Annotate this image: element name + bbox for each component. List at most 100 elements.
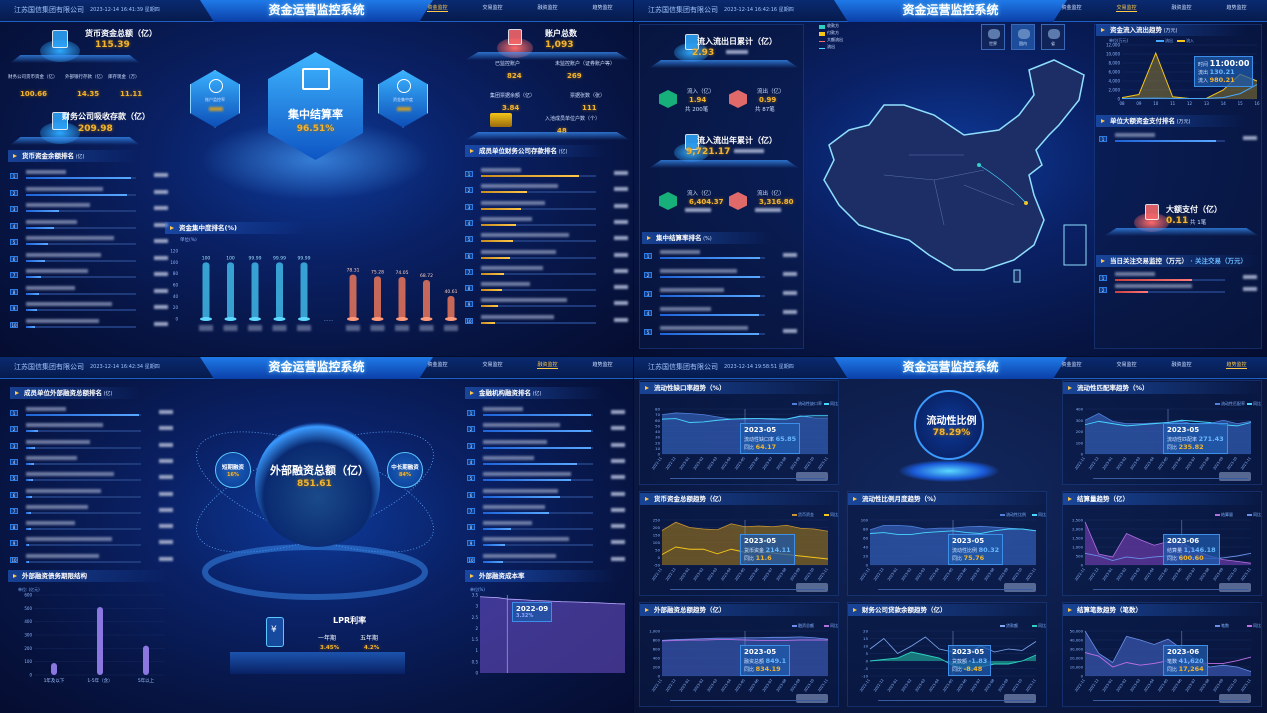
ranking-item[interactable]: 1: [10, 170, 170, 184]
rank-badge: 2: [1099, 287, 1107, 293]
ranking-item[interactable]: 9: [465, 298, 630, 312]
ranking-item[interactable]: 6: [465, 249, 630, 264]
tab-2[interactable]: 融资监控: [1171, 362, 1192, 368]
item-name-blurred: [26, 553, 99, 558]
ranking-item[interactable]: 10: [465, 314, 630, 329]
ranking-item[interactable]: 4: [644, 307, 799, 321]
ranking-item[interactable]: 1: [467, 407, 627, 421]
bar-value: 75.28: [371, 269, 384, 275]
bar-fill: [26, 325, 35, 328]
map-button-0[interactable]: 世界: [981, 24, 1005, 50]
ranking-item[interactable]: 6: [10, 252, 170, 267]
ranking-item[interactable]: 9: [10, 537, 175, 551]
ranking-item[interactable]: 6: [467, 488, 627, 503]
bar: [276, 262, 283, 319]
tab-0[interactable]: 资金监控: [1061, 362, 1082, 368]
x-tick: 2023-02: [901, 678, 913, 692]
tab-3[interactable]: 趋势监控: [1226, 5, 1247, 11]
ranking-item[interactable]: 3: [10, 439, 175, 454]
ranking-item[interactable]: 5: [10, 472, 175, 486]
ranking-item[interactable]: 10: [10, 318, 170, 333]
ranking-item[interactable]: 6: [10, 488, 175, 503]
bar-fill: [26, 446, 36, 449]
ranking-item[interactable]: 4: [10, 219, 170, 234]
item-value-blurred: [159, 524, 173, 529]
tab-3[interactable]: 趋势监控: [592, 362, 613, 368]
ranking-item[interactable]: 5: [644, 326, 799, 340]
map-button-2[interactable]: 省: [1041, 24, 1065, 50]
y-tick: 1,000: [1072, 545, 1083, 550]
ranking-item[interactable]: 8: [467, 521, 627, 535]
ranking-item[interactable]: 3: [644, 288, 799, 302]
ranking-item[interactable]: 7: [465, 265, 630, 280]
tab-0[interactable]: 资金监控: [427, 362, 448, 368]
ranking-item[interactable]: 4: [467, 455, 627, 470]
tab-1[interactable]: 交易监控: [482, 5, 503, 11]
ranking-item[interactable]: 9: [10, 302, 170, 316]
data-zoom-slider[interactable]: [1219, 694, 1251, 703]
ranking-item[interactable]: 10: [467, 553, 627, 568]
rank-badge: 3: [10, 206, 18, 212]
tooltip-value: 600.60: [1178, 554, 1204, 562]
tooltip-row: 流出 130.21: [1198, 68, 1249, 76]
ranking-item[interactable]: 4: [10, 455, 175, 470]
tab-1[interactable]: 交易监控: [1116, 5, 1137, 12]
bar: [202, 262, 210, 319]
bar: [227, 262, 234, 319]
data-zoom-slider[interactable]: [1004, 694, 1036, 703]
tooltip-row: 时间 11:00:00: [1198, 59, 1249, 68]
hex-icon: [209, 79, 223, 93]
ranking-item[interactable]: 8: [465, 282, 630, 296]
ranking-item[interactable]: 2: [10, 186, 170, 201]
y-tick: 50,000: [1070, 629, 1084, 634]
tab-1[interactable]: 交易监控: [1116, 362, 1137, 368]
ranking-item[interactable]: 4: [465, 216, 630, 231]
tab-0[interactable]: 资金监控: [427, 5, 448, 12]
ranking-item[interactable]: 2: [467, 423, 627, 437]
ranking-item[interactable]: 2: [10, 423, 175, 437]
ranking-item[interactable]: 5: [10, 236, 170, 250]
account-monitor-rate-hex: 账户监控率: [190, 70, 240, 128]
ranking-item[interactable]: 1: [1099, 272, 1259, 286]
data-zoom-slider[interactable]: [796, 583, 828, 592]
ranking-item[interactable]: 2: [1099, 284, 1259, 298]
ranking-item[interactable]: 3: [465, 200, 630, 215]
ranking-item[interactable]: 7: [10, 269, 170, 283]
data-zoom-slider[interactable]: [1004, 583, 1036, 592]
map-button-1[interactable]: 国内: [1011, 24, 1035, 50]
trend-chart-panel: 结算量趋势（亿） 结算量 同比 0 500 1,000 1,500 2,000 2,500 202…: [1062, 491, 1263, 596]
ranking-item[interactable]: 1: [10, 407, 175, 421]
data-zoom-slider[interactable]: [1219, 583, 1251, 592]
x-tick: 2023-03: [706, 567, 718, 581]
ranking-item[interactable]: 2: [465, 184, 630, 198]
ranking-item[interactable]: 10: [10, 553, 175, 568]
ranking-item[interactable]: 8: [10, 285, 170, 300]
bar-track: [26, 414, 141, 416]
ranking-item[interactable]: 7: [467, 504, 627, 519]
ranking-item[interactable]: 2: [644, 269, 799, 283]
tab-3[interactable]: 趋势监控: [1226, 362, 1247, 369]
tab-1[interactable]: 交易监控: [482, 362, 503, 368]
ranking-item[interactable]: 3: [467, 439, 627, 454]
tab-3[interactable]: 趋势监控: [592, 5, 613, 11]
data-zoom-slider[interactable]: [1219, 472, 1251, 481]
ranking-item[interactable]: 7: [10, 504, 175, 519]
tab-2[interactable]: 融资监控: [537, 5, 558, 11]
tab-0[interactable]: 资金监控: [1061, 5, 1082, 11]
legend-b: 同比: [830, 401, 838, 406]
ranking-item[interactable]: 5: [465, 233, 630, 247]
ranking-item[interactable]: 1: [644, 250, 799, 264]
tab-2[interactable]: 融资监控: [1171, 5, 1192, 11]
ranking-item[interactable]: 8: [10, 521, 175, 535]
bar-fill: [26, 309, 37, 311]
data-zoom-slider[interactable]: [796, 694, 828, 703]
ranking-item[interactable]: 5: [467, 472, 627, 486]
ranking-item[interactable]: 1: [1099, 133, 1259, 147]
left-panel: [639, 24, 804, 349]
ranking-item[interactable]: 9: [467, 537, 627, 551]
ranking-item[interactable]: 3: [10, 203, 170, 217]
item-value-blurred: [159, 475, 173, 480]
data-zoom-slider[interactable]: [796, 472, 828, 481]
ranking-item[interactable]: 1: [465, 168, 630, 182]
tab-2[interactable]: 融资监控: [537, 362, 558, 369]
